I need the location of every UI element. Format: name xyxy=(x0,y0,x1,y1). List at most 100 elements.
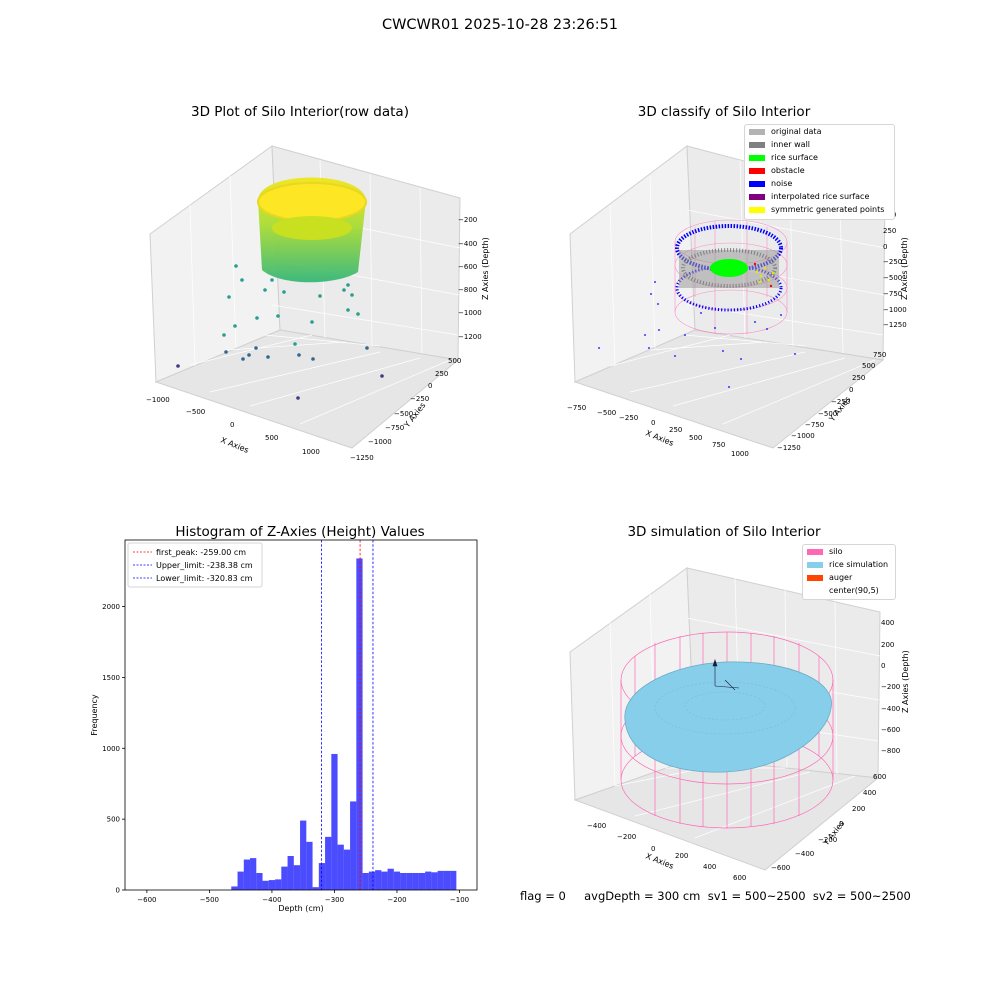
histogram-bar xyxy=(250,858,257,890)
svg-text:0: 0 xyxy=(230,421,234,429)
raw-z-ticks: −1200 −1000 −800 −600 −400 −200 xyxy=(458,216,482,341)
histogram-x-tick-label: −100 xyxy=(450,896,469,904)
svg-text:−750: −750 xyxy=(385,424,404,432)
rice-simulation-surface xyxy=(624,661,832,773)
histogram-y-tick-label: 2000 xyxy=(102,603,120,611)
classify-legend-item: obstacle xyxy=(745,164,894,177)
histogram-bar xyxy=(368,871,376,890)
classify-legend-item: noise xyxy=(745,177,894,190)
svg-text:−750: −750 xyxy=(567,404,586,412)
histogram-y-tick-label: 1000 xyxy=(102,745,120,753)
histogram-bar xyxy=(256,872,263,890)
legend-first-peak: first_peak: -259.00 cm xyxy=(156,548,246,557)
histogram-bar xyxy=(412,872,419,890)
svg-text:600: 600 xyxy=(873,773,886,781)
classify-legend-label: noise xyxy=(771,179,793,188)
histogram-legend: first_peak: -259.00 cm Upper_limit: -238… xyxy=(127,542,263,588)
svg-text:500: 500 xyxy=(265,434,278,442)
svg-text:−1250: −1250 xyxy=(777,444,801,452)
simulation-x-label: X Axies xyxy=(644,852,675,871)
svg-text:−750: −750 xyxy=(805,421,824,429)
histogram-bar xyxy=(306,841,313,890)
histogram-bar xyxy=(281,866,288,890)
svg-text:−800: −800 xyxy=(881,747,900,755)
classify-legend-item: symmetric generated points xyxy=(745,203,894,216)
svg-text:−1250: −1250 xyxy=(883,321,907,329)
histogram-bar xyxy=(356,558,363,890)
legend-lower-limit: Lower_limit: -320.83 cm xyxy=(156,574,253,583)
histogram-bar xyxy=(231,886,238,890)
histogram-x-tick-label: −400 xyxy=(262,896,281,904)
histogram-bar xyxy=(350,801,357,890)
svg-text:500: 500 xyxy=(689,434,702,442)
histogram-bar xyxy=(243,859,251,890)
simulation-y-ticks: −600 −400 −200 0 200 400 600 xyxy=(771,773,886,872)
histogram-bar xyxy=(331,753,338,890)
histogram-bar xyxy=(431,872,438,890)
simulation-legend-label: auger xyxy=(829,573,853,582)
histogram-bar xyxy=(300,820,307,890)
simulation-plot-title: 3D simulation of Silo Interior xyxy=(627,524,821,540)
svg-text:750: 750 xyxy=(873,351,886,359)
simulation-z-ticks: −800 −600 −400 −200 0 200 400 xyxy=(881,619,900,755)
svg-text:−250: −250 xyxy=(619,414,638,422)
histogram-bar xyxy=(375,870,382,890)
histogram-y-tick-label: 1500 xyxy=(102,674,120,682)
simulation-legend-label: silo xyxy=(829,547,843,556)
classify-legend-item: interpolated rice surface xyxy=(745,190,894,203)
histogram-bar xyxy=(318,863,326,890)
histogram-bar xyxy=(362,872,369,890)
simulation-legend-item: silo xyxy=(803,545,895,558)
classify-legend-swatch xyxy=(749,141,765,148)
classify-x-ticks: −750 −500 −250 0 250 500 750 1000 xyxy=(567,404,749,458)
classify-legend-label: inner wall xyxy=(771,140,811,149)
svg-text:−400: −400 xyxy=(458,240,477,248)
histogram-bar xyxy=(337,844,344,890)
histogram-bar xyxy=(406,872,413,890)
status-footer: flag = 0 avgDepth = 300 cm sv1 = 500~250… xyxy=(520,889,911,903)
svg-text:400: 400 xyxy=(863,789,876,797)
svg-text:−400: −400 xyxy=(881,705,900,713)
svg-text:0: 0 xyxy=(428,382,432,390)
svg-text:−250: −250 xyxy=(831,398,850,406)
histogram-bar xyxy=(437,870,444,890)
simulation-z-label: Z Axies (Depth) xyxy=(901,650,910,713)
svg-text:−200: −200 xyxy=(818,836,837,844)
svg-text:−1000: −1000 xyxy=(883,306,907,314)
simulation-legend-label: rice simulation xyxy=(829,560,889,569)
classify-legend-label: rice surface xyxy=(771,153,818,162)
figure-title: CWCWR01 2025-10-28 23:26:51 xyxy=(381,17,619,33)
svg-text:−1000: −1000 xyxy=(791,432,815,440)
svg-text:−200: −200 xyxy=(617,833,636,841)
svg-text:0: 0 xyxy=(883,243,887,251)
svg-text:−1000: −1000 xyxy=(458,309,482,317)
svg-text:−1000: −1000 xyxy=(368,438,392,446)
simulation-legend: silo rice simulation auger center(90,5) xyxy=(802,544,896,600)
svg-text:−200: −200 xyxy=(458,216,477,224)
svg-text:−500: −500 xyxy=(394,410,413,418)
svg-text:500: 500 xyxy=(862,362,875,370)
simulation-3d-plot: −400 −200 0 200 400 600 X Axies −600 −40… xyxy=(569,567,910,882)
classify-legend-swatch xyxy=(749,193,765,200)
svg-text:−600: −600 xyxy=(458,263,477,271)
histogram-title: Histogram of Z-Axies (Height) Values xyxy=(175,524,425,540)
svg-text:200: 200 xyxy=(881,641,894,649)
histogram-y-label: Frequency xyxy=(90,694,99,736)
histogram-bar xyxy=(287,855,294,890)
simulation-legend-label: center(90,5) xyxy=(829,586,879,595)
svg-text:750: 750 xyxy=(712,441,725,449)
classify-legend-label: interpolated rice surface xyxy=(771,192,870,201)
classify-legend-item: rice surface xyxy=(745,151,894,164)
classify-plot-title: 3D classify of Silo Interior xyxy=(637,104,811,120)
raw-y-ticks: −1250 −1000 −750 −500 −250 0 250 500 xyxy=(350,357,461,462)
svg-text:0: 0 xyxy=(881,662,885,670)
svg-text:600: 600 xyxy=(733,874,746,882)
svg-text:400: 400 xyxy=(703,863,716,871)
simulation-legend-item: rice simulation xyxy=(803,558,895,571)
simulation-legend-swatch xyxy=(807,588,823,594)
histogram-x-tick-label: −300 xyxy=(325,896,344,904)
raw-3d-plot: −1000 −500 0 500 1000 X Axies −1250 −100… xyxy=(146,145,490,462)
svg-text:1000: 1000 xyxy=(731,450,749,458)
svg-text:250: 250 xyxy=(669,426,682,434)
legend-upper-limit: Upper_limit: -238.38 cm xyxy=(156,561,253,570)
